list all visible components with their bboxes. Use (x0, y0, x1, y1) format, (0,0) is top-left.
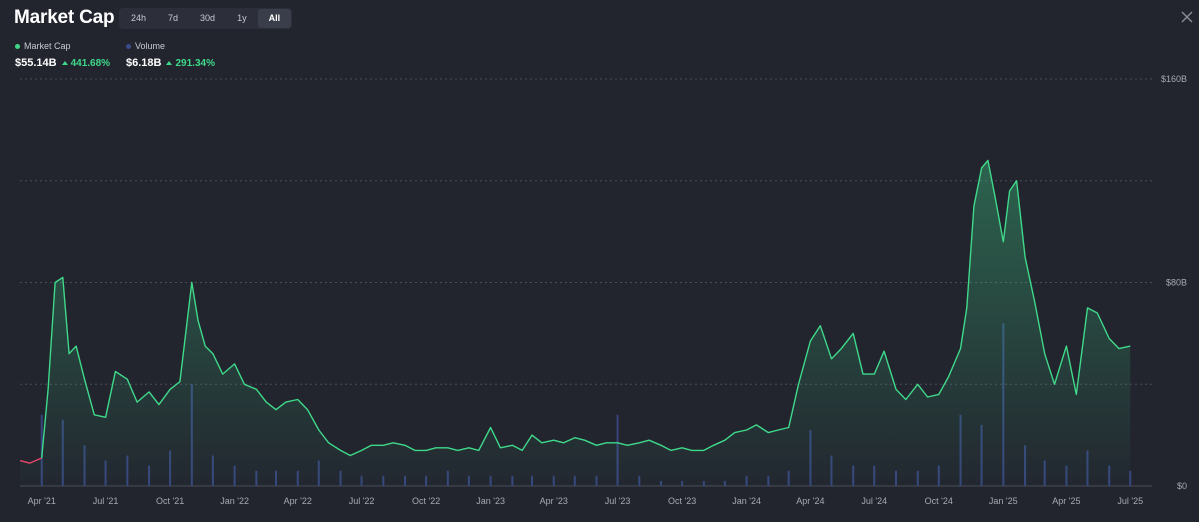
range-tab-24h[interactable]: 24h (131, 13, 147, 23)
legend-volume[interactable]: Volume (126, 41, 165, 51)
x-tick-label: Oct '22 (412, 496, 440, 506)
legend-volume-label: Volume (135, 41, 166, 51)
x-tick-label: Apr '23 (540, 496, 568, 506)
x-tick-label: Oct '21 (156, 496, 184, 506)
volume-change: 291.34% (166, 57, 215, 69)
x-tick-label: Apr '25 (1052, 496, 1080, 506)
y-tick-label: $0 (1177, 481, 1187, 491)
x-tick-label: Oct '24 (925, 496, 953, 506)
volume-dot-icon (126, 43, 131, 49)
range-tab-all[interactable]: All (257, 9, 292, 28)
up-arrow-icon (166, 61, 173, 65)
market-cap-change-value: 441.68% (70, 57, 111, 69)
x-tick-label: Jul '25 (1117, 496, 1143, 506)
range-tab-30d[interactable]: 30d (200, 13, 216, 23)
x-tick-label: Jul '22 (349, 496, 375, 506)
x-tick-label: Jul '21 (93, 496, 119, 506)
close-icon[interactable] (1179, 9, 1195, 25)
y-tick-label: $80B (1166, 278, 1187, 288)
y-tick-label: $160B (1161, 74, 1187, 84)
x-tick-label: Jan '25 (989, 496, 1018, 506)
market-cap-stat: $55.14B 441.68% (15, 57, 110, 69)
x-tick-label: Jul '24 (861, 496, 887, 506)
x-tick-label: Jul '23 (605, 496, 631, 506)
x-tick-label: Apr '24 (796, 496, 824, 506)
market-cap-area (20, 160, 1131, 486)
market-cap-change: 441.68% (61, 57, 111, 69)
x-tick-label: Apr '22 (284, 496, 312, 506)
legend-market-cap[interactable]: Market Cap (15, 41, 71, 51)
x-tick-label: Jan '23 (476, 496, 505, 506)
legend-market-cap-label: Market Cap (24, 41, 71, 51)
market-cap-line[interactable] (41, 159, 1131, 459)
volume-change-value: 291.34% (175, 57, 215, 69)
x-tick-label: Apr '21 (28, 496, 56, 506)
market-cap-dot-icon (15, 43, 20, 49)
x-tick-label: Jan '24 (732, 496, 761, 506)
up-arrow-icon (61, 61, 68, 65)
volume-value: $6.18B (126, 57, 162, 69)
range-tab-7d[interactable]: 7d (168, 13, 179, 23)
range-tab-1y[interactable]: 1y (237, 13, 247, 23)
market-cap-line-start (19, 457, 42, 464)
x-tick-label: Jan '22 (220, 496, 249, 506)
x-tick-label: Oct '23 (668, 496, 696, 506)
time-range-selector: 24h 7d 30d 1y All (119, 8, 293, 29)
page-title: Market Cap (14, 7, 115, 28)
volume-stat: $6.18B 291.34% (126, 57, 215, 69)
market-cap-value: $55.14B (15, 57, 57, 69)
